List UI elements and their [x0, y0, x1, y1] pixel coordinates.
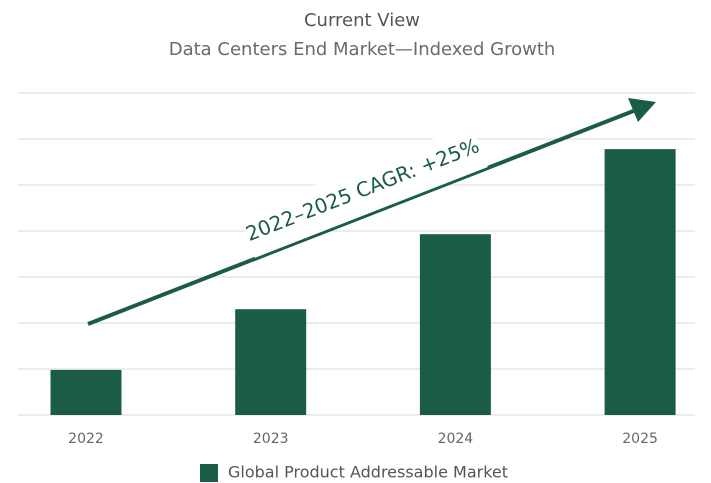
bar: [604, 149, 676, 415]
annotation-background: [238, 124, 488, 258]
annotation: 2022–2025 CAGR: +25%: [242, 133, 482, 246]
legend-label: Global Product Addressable Market: [228, 463, 508, 482]
arrow-head: [628, 98, 656, 122]
x-tick-label: 2024: [438, 431, 474, 447]
bar: [419, 234, 491, 415]
trend-arrow: [87, 98, 656, 326]
bar: [235, 309, 307, 415]
chart-subtitle: Data Centers End Market—Indexed Growth: [169, 39, 556, 60]
x-tick-label: 2023: [253, 431, 289, 447]
x-tick-label: 2025: [622, 431, 658, 447]
arrow-shaft: [87, 108, 637, 326]
x-tick-label: 2022: [68, 431, 104, 447]
grid: [18, 92, 695, 416]
legend-swatch: [200, 464, 218, 482]
chart-title: Current View: [304, 10, 420, 31]
bar: [50, 369, 122, 415]
bars: [50, 149, 676, 415]
